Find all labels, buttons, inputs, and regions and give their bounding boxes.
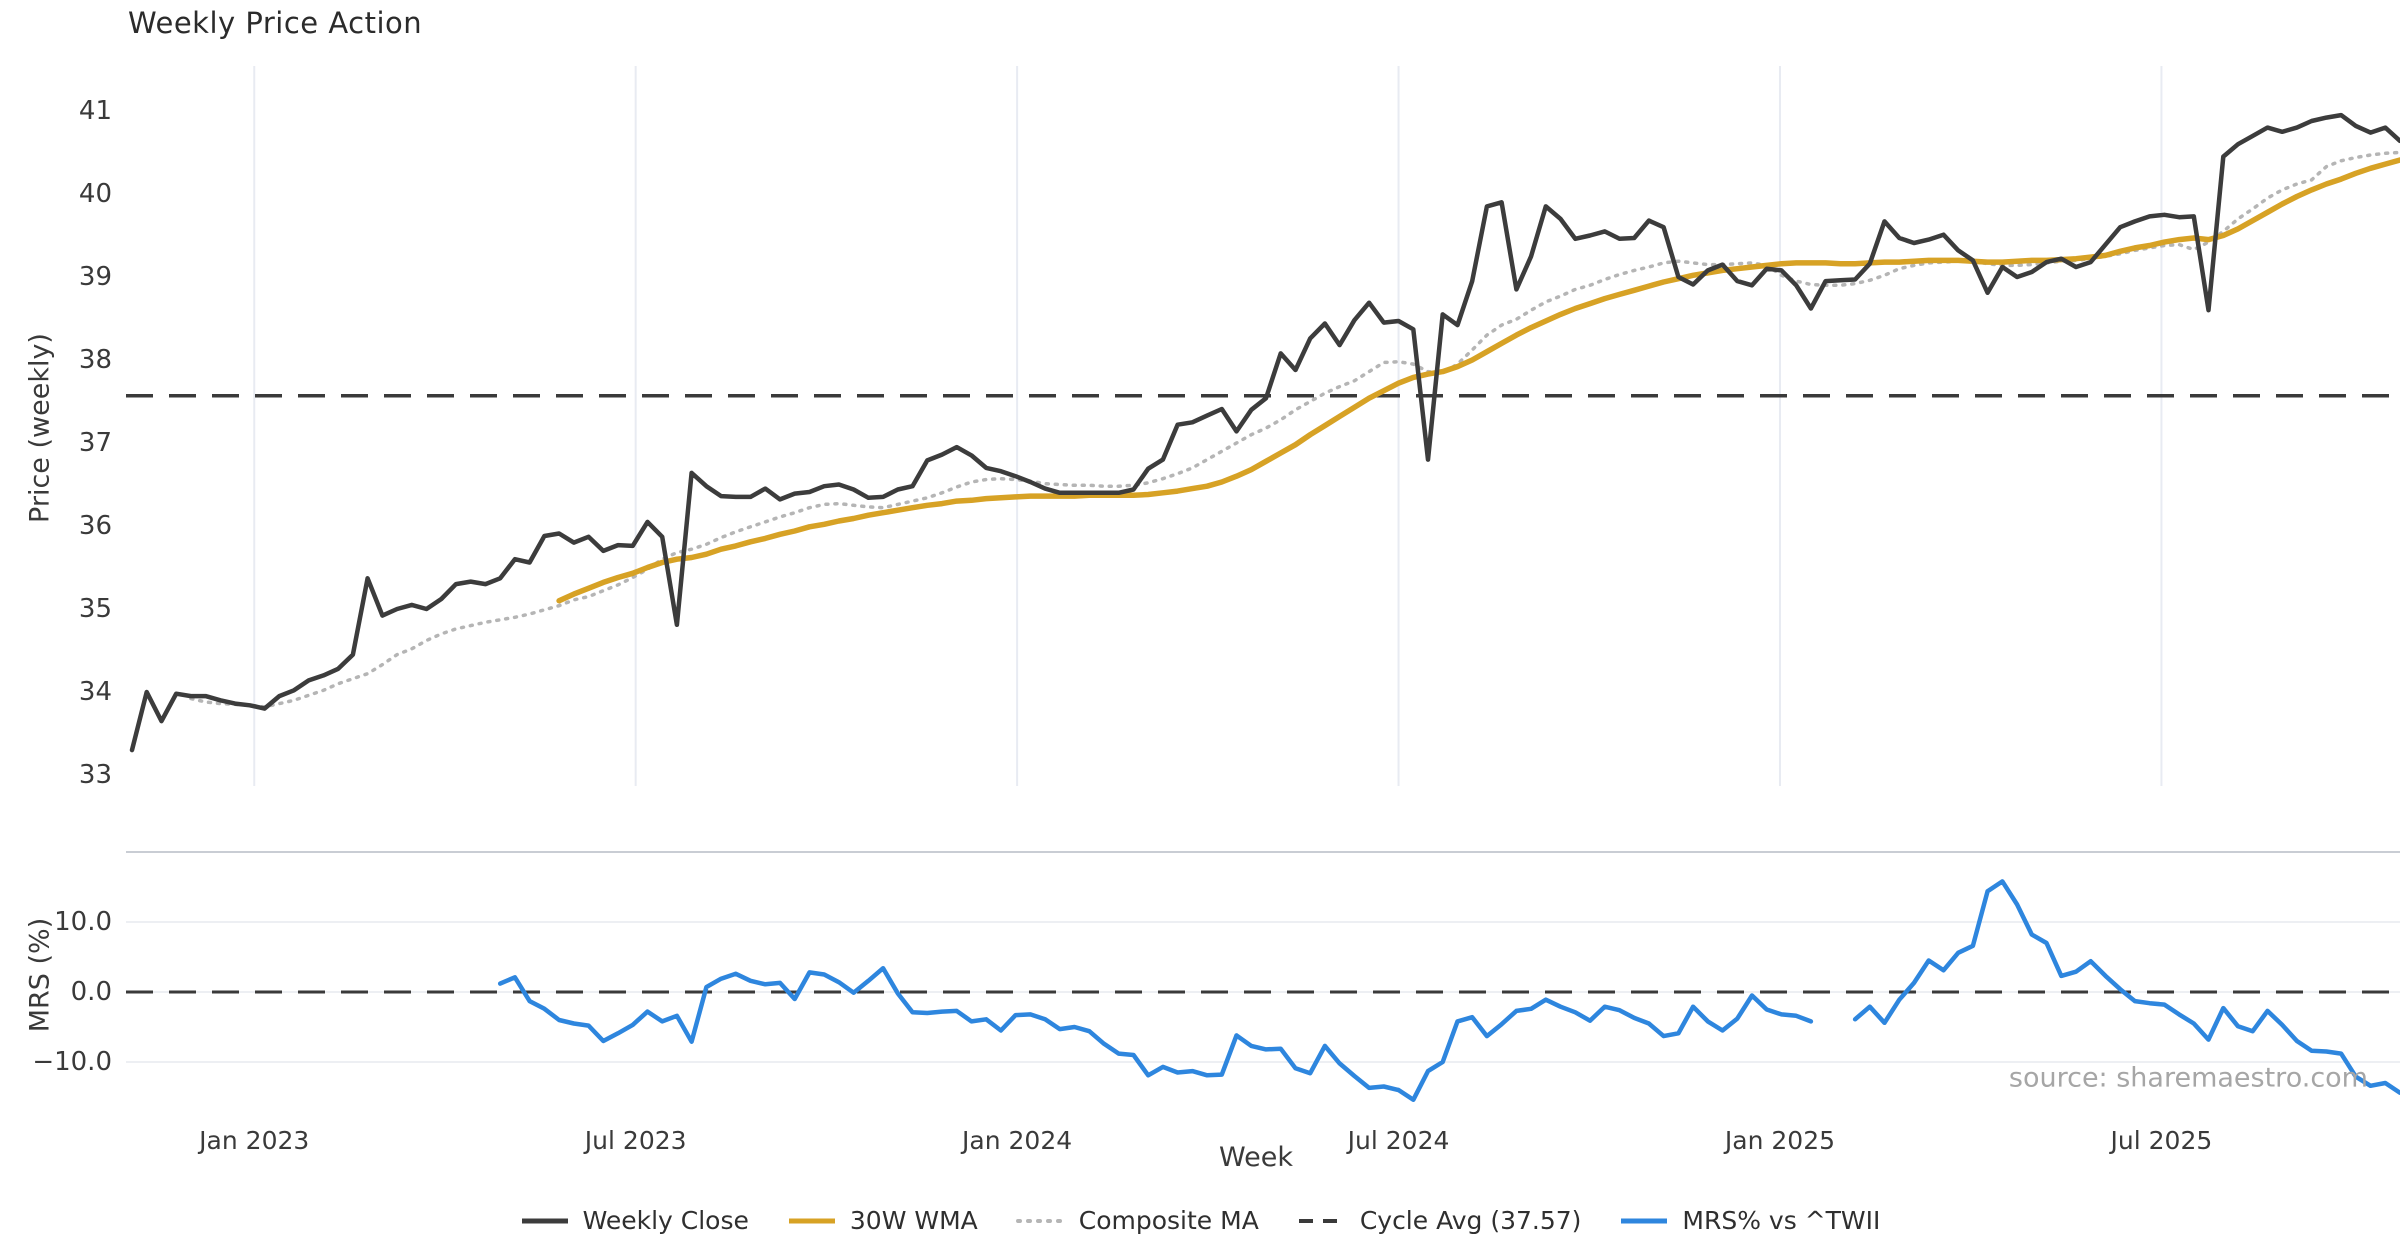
legend-label: MRS% vs ^TWII — [1682, 1206, 1881, 1235]
legend-item-mrs: MRS% vs ^TWII — [1619, 1206, 1880, 1235]
price-ytick: 34 — [78, 677, 112, 707]
legend-item-weekly-close: Weekly Close — [520, 1206, 749, 1235]
composite-ma-line — [189, 150, 2400, 709]
mrs-ytick: −10.0 — [32, 1047, 112, 1077]
legend-item-wma30: 30W WMA — [787, 1206, 978, 1235]
legend-swatch-weekly-close — [521, 1218, 568, 1223]
mrs-ytick: 0.0 — [70, 977, 112, 1007]
price-ytick: 35 — [78, 594, 112, 624]
price-ytick: 41 — [78, 96, 112, 126]
x-tick: Jul 2025 — [2110, 1126, 2213, 1155]
legend-swatch-cycle-avg — [1298, 1218, 1345, 1223]
legend-swatch-composite-ma — [1015, 1218, 1066, 1223]
weekly-close-line — [129, 112, 2400, 753]
price-ytick: 36 — [78, 511, 112, 541]
legend-label: Composite MA — [1078, 1206, 1259, 1235]
legend-label: Cycle Avg (37.57) — [1359, 1206, 1582, 1235]
x-tick: Jan 2025 — [1724, 1126, 1836, 1155]
mrs-ytick: 10.0 — [54, 907, 112, 937]
legend-swatch-mrs — [1621, 1218, 1668, 1223]
x-tick: Jan 2023 — [199, 1126, 310, 1155]
mrs-line — [497, 879, 2400, 1103]
legend-item-cycle-avg: Cycle Avg (37.57) — [1297, 1206, 1582, 1235]
legend-swatch-wma30 — [788, 1218, 835, 1223]
legend-item-composite-ma: Composite MA — [1015, 1206, 1259, 1235]
x-tick: Jul 2023 — [584, 1126, 687, 1155]
x-axis-label: Week — [1219, 1142, 1293, 1173]
price-ytick: 37 — [78, 428, 112, 458]
chart-title: Weekly Price Action — [128, 6, 423, 40]
legend-label: Weekly Close — [582, 1206, 749, 1235]
price-ytick: 33 — [78, 760, 112, 790]
x-tick: Jan 2024 — [962, 1126, 1073, 1155]
source-watermark: source: sharemaestro.com — [2008, 1062, 2368, 1094]
legend: Weekly Close 30W WMA Composite MA Cycle Avg… — [0, 1206, 2400, 1235]
legend-label: 30W WMA — [849, 1206, 978, 1235]
x-tick: Jul 2024 — [1347, 1126, 1450, 1155]
price-ytick: 40 — [78, 179, 112, 209]
price-ytick: 38 — [78, 345, 112, 375]
price-ytick: 39 — [78, 262, 112, 292]
